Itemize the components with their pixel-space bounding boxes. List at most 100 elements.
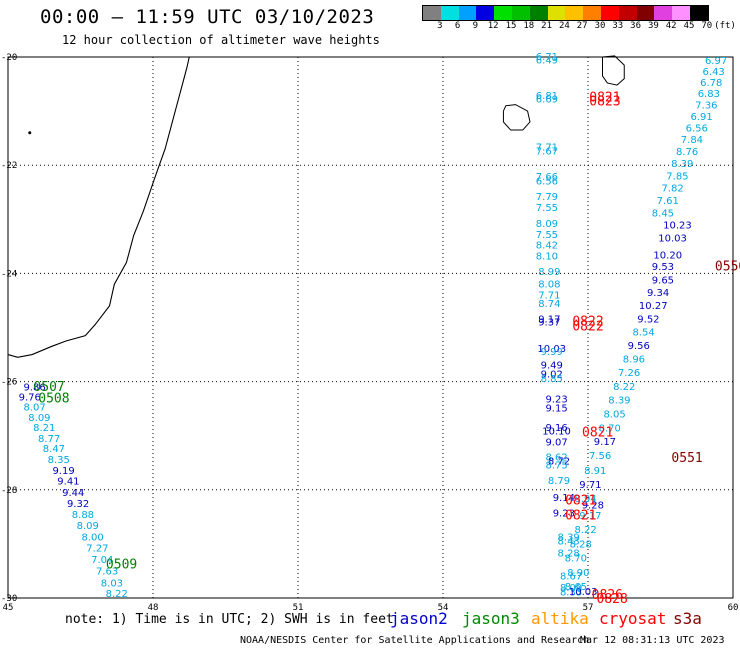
mission-jason2: jason2	[390, 609, 448, 628]
time-label: 0821	[582, 425, 613, 440]
legend-swatch	[494, 6, 512, 20]
swh-label: 8.21	[33, 423, 55, 434]
swh-label: 8.33	[560, 588, 582, 599]
swh-label: 8.91	[584, 466, 606, 477]
swh-label: 8.09	[28, 413, 50, 424]
legend-label: 33	[612, 21, 624, 31]
swh-label: 7.71	[538, 290, 560, 301]
x-tick-label: 51	[293, 603, 304, 613]
swh-label: 9.17	[579, 511, 601, 522]
y-tick-label: -30	[1, 594, 17, 604]
legend-label: 18	[523, 21, 535, 31]
legend-label: 12	[487, 21, 499, 31]
swh-label: 6.49	[536, 56, 558, 67]
swh-label: 6.69	[536, 95, 558, 106]
swh-label: 8.07	[23, 402, 45, 413]
x-tick-label: 48	[148, 603, 159, 613]
swh-label: 9.23	[545, 394, 567, 405]
time-label: 0822	[572, 319, 603, 334]
swh-label: 7.84	[681, 135, 703, 146]
legend-swatch	[636, 6, 655, 20]
legend-swatch	[600, 6, 619, 20]
footer-note: note: 1) Time is in UTC; 2) SWH is in fe…	[65, 612, 394, 627]
swh-label: 8.54	[632, 327, 654, 338]
credit-line: NOAA/NESDIS Center for Satellite Applica…	[240, 635, 590, 646]
swh-label: 8.39	[608, 395, 630, 406]
swh-label: 8.22	[613, 382, 635, 393]
madagascar-coastline	[7, 56, 190, 358]
swh-label: 8.74	[538, 299, 560, 310]
swh-label: 8.39	[671, 159, 693, 170]
swh-label: 9.23	[553, 509, 575, 520]
y-tick-label: -28	[1, 486, 17, 496]
swh-label: 6.81	[536, 91, 558, 102]
swh-label: 8.99	[538, 267, 560, 278]
swh-label: 7.55	[536, 230, 558, 241]
swh-label: 9.41	[57, 477, 79, 488]
swh-label: 7.56	[589, 451, 611, 462]
swh-label: 8.00	[81, 532, 103, 543]
swh-label: 8.88	[72, 510, 94, 521]
swh-label: 8.09	[536, 219, 558, 230]
swh-label: 9.15	[545, 404, 567, 415]
swh-label: 8.62	[545, 452, 567, 463]
swh-label: 6.83	[698, 89, 720, 100]
x-tick-label: 45	[3, 603, 14, 613]
swh-label: 8.90	[567, 568, 589, 579]
swh-label: 8.47	[43, 444, 65, 455]
mission-jason3: jason3	[462, 609, 520, 628]
legend-swatch	[529, 6, 548, 20]
swh-label: 8.85	[541, 374, 563, 385]
legend-label: 70	[701, 21, 713, 31]
y-tick-label: -24	[1, 269, 17, 279]
legend-label: 6	[454, 21, 461, 31]
legend-swatch	[423, 6, 441, 20]
swh-label: 9.49	[541, 360, 563, 371]
swh-label: 9.34	[647, 288, 669, 299]
legend-label: 36	[630, 21, 642, 31]
reunion-island	[502, 104, 531, 131]
swh-label: 8.94	[574, 494, 596, 505]
swh-label: 6.43	[703, 67, 725, 78]
legend-label: 15	[505, 21, 517, 31]
y-tick-label: -26	[1, 378, 17, 388]
mission-s3a: s3a	[673, 609, 702, 628]
swh-label: 10.03	[537, 344, 566, 355]
legend-swatch	[672, 6, 690, 20]
swh-label: 10.03	[658, 234, 687, 245]
time-label: 0821	[589, 90, 620, 105]
swh-label: 6.78	[700, 78, 722, 89]
swh-label: 9.37	[538, 318, 560, 329]
time-label: 0823	[589, 94, 620, 109]
mission-altika: altika	[531, 609, 589, 628]
swh-label: 8.39	[558, 532, 580, 543]
swh-label: 7.82	[661, 183, 683, 194]
x-tick-label: 54	[438, 603, 449, 613]
legend-label: 45	[683, 21, 695, 31]
swh-label: 8.28	[558, 549, 580, 560]
swh-label: 9.17	[594, 437, 616, 448]
swh-label: 8.10	[536, 252, 558, 263]
legend-swatch	[458, 6, 477, 20]
x-tick-label: 60	[728, 603, 739, 613]
swh-label: 10.20	[653, 250, 682, 261]
time-label: 0822	[572, 314, 603, 329]
swh-label: 8.03	[101, 578, 123, 589]
swh-label: 7.79	[536, 192, 558, 203]
swh-label: 8.70	[599, 424, 621, 435]
time-label: 0551	[671, 451, 702, 466]
swh-label: 6.97	[705, 56, 727, 67]
legend-label: 27	[576, 21, 588, 31]
swh-label: 7.55	[536, 203, 558, 214]
swh-label: 9.53	[652, 262, 674, 273]
legend-swatch	[476, 6, 495, 20]
swh-label: 9.65	[652, 275, 674, 286]
swh-label: 8.35	[48, 455, 70, 466]
swh-label: 8.08	[538, 280, 560, 291]
swh-label: 8.45	[652, 208, 674, 219]
time-label: 0821	[565, 494, 596, 509]
legend-swatch	[511, 6, 530, 20]
swh-label: 9.02	[541, 369, 563, 380]
